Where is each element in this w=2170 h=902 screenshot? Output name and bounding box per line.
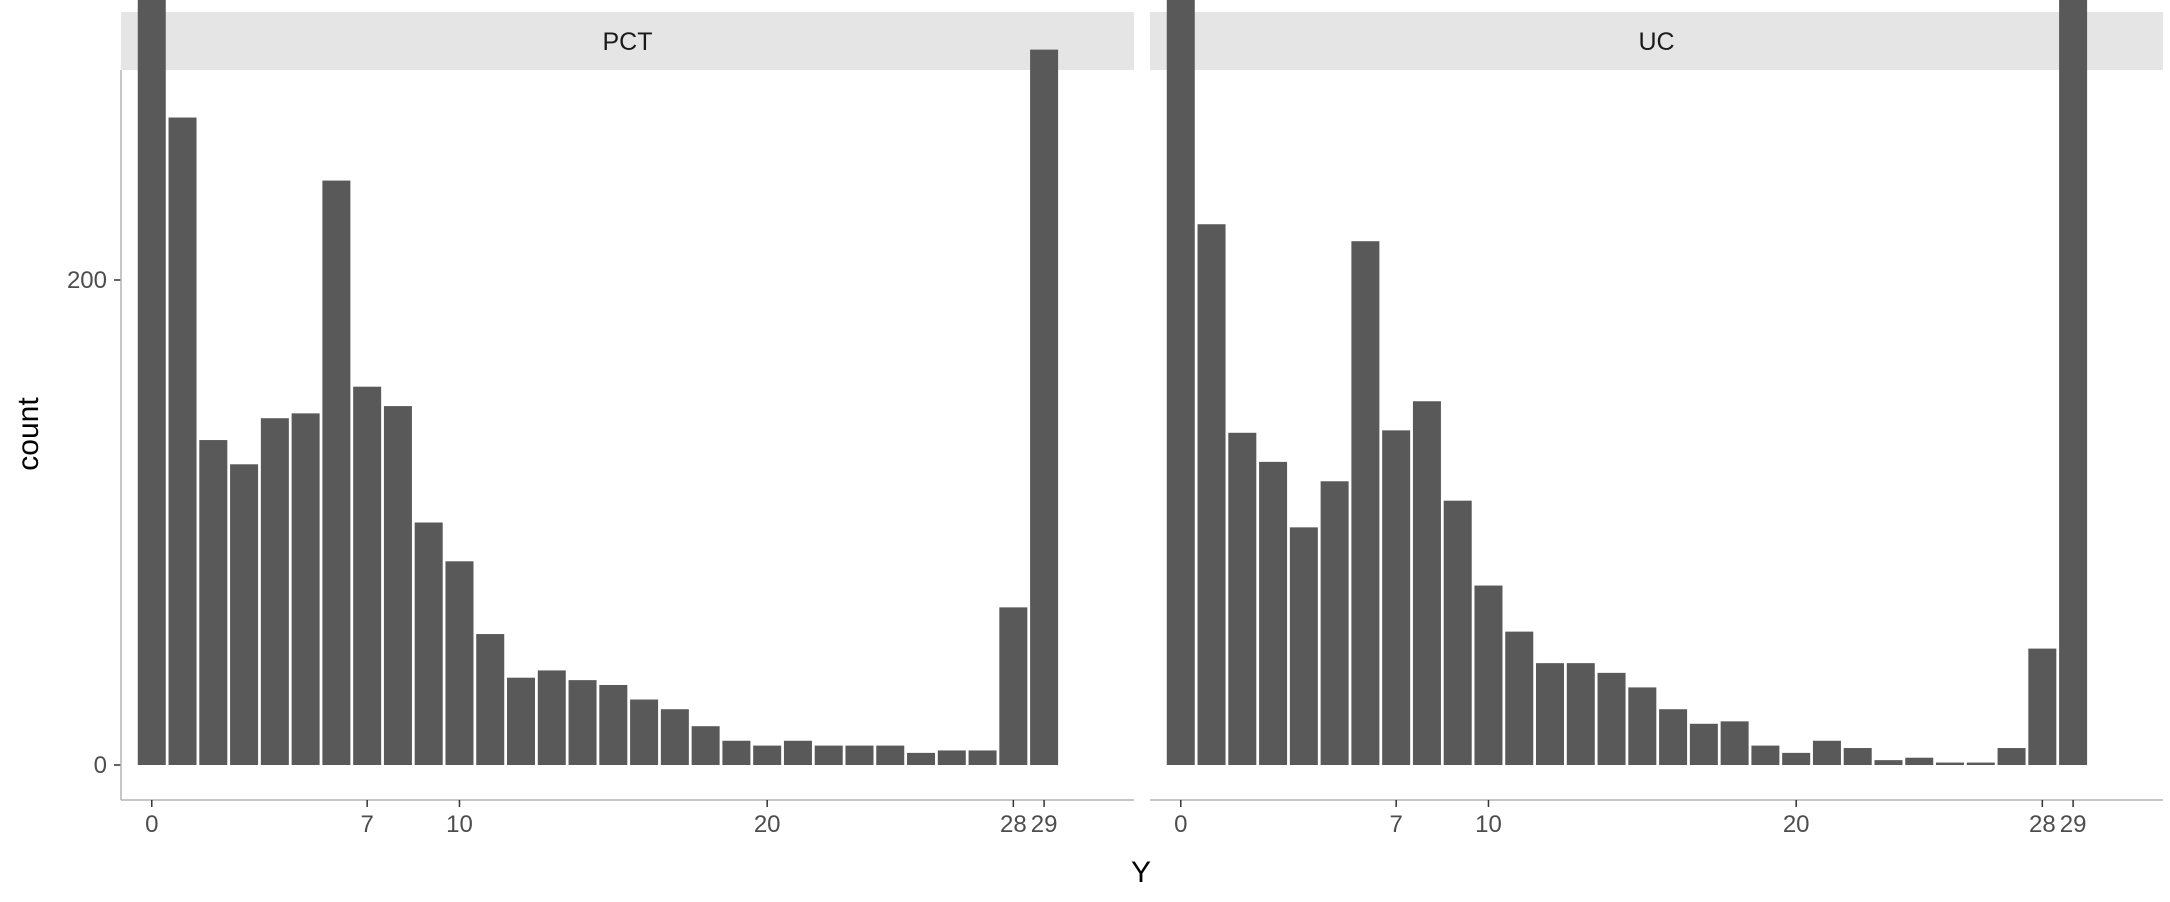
bar xyxy=(753,745,782,765)
bar xyxy=(383,406,412,765)
bar xyxy=(1443,500,1472,765)
bar xyxy=(722,740,751,765)
bar xyxy=(445,561,474,765)
bar xyxy=(414,522,443,765)
bar xyxy=(1936,762,1965,765)
bar xyxy=(1843,748,1872,765)
bar xyxy=(1997,748,2026,765)
bar xyxy=(476,634,505,765)
x-tick-label: 10 xyxy=(446,811,473,838)
bar xyxy=(1812,740,1841,765)
bar xyxy=(1030,49,1059,765)
bar xyxy=(660,709,689,765)
bar xyxy=(1874,760,1903,765)
bar xyxy=(199,440,228,765)
bar xyxy=(691,726,720,765)
y-tick-label: 200 xyxy=(67,267,107,294)
y-axis-title: count xyxy=(12,397,45,471)
bar xyxy=(1289,527,1318,765)
x-tick-label: 0 xyxy=(145,811,158,838)
bar xyxy=(1474,585,1503,765)
bar xyxy=(876,745,905,765)
bar xyxy=(230,464,259,765)
bar xyxy=(1751,745,1780,765)
bar xyxy=(968,750,997,765)
bar xyxy=(1166,0,1195,765)
bar xyxy=(1351,241,1380,765)
bar xyxy=(322,180,351,765)
bar xyxy=(1412,401,1441,765)
x-tick-label: 10 xyxy=(1475,811,1502,838)
bar xyxy=(1659,709,1688,765)
bar xyxy=(168,117,197,765)
x-tick-label: 29 xyxy=(2060,811,2087,838)
bar xyxy=(1197,224,1226,766)
x-tick-label: 28 xyxy=(2029,811,2056,838)
bar xyxy=(537,670,566,765)
bar xyxy=(599,684,628,765)
x-axis-title: Y xyxy=(1131,856,1151,889)
bar xyxy=(1720,721,1749,765)
bar xyxy=(137,0,166,765)
panel-pct: PCT 0 7 10 20 28 29 xyxy=(120,0,1134,838)
bar xyxy=(907,752,936,765)
bar xyxy=(291,413,320,765)
bar xyxy=(1689,723,1718,765)
bar xyxy=(1259,461,1288,765)
bar xyxy=(1782,752,1811,765)
x-tick-label: 28 xyxy=(1000,811,1027,838)
bar xyxy=(783,740,812,765)
bar xyxy=(507,677,536,765)
bar xyxy=(1628,687,1657,765)
bar xyxy=(1320,481,1349,765)
y-tick-label: 0 xyxy=(94,752,107,779)
panel-title: UC xyxy=(1638,28,1674,56)
bar xyxy=(260,418,289,765)
bar xyxy=(353,386,382,765)
bar xyxy=(1382,430,1411,765)
bar xyxy=(568,680,597,765)
panel-title: PCT xyxy=(603,28,653,56)
bar xyxy=(1597,672,1626,765)
bar xyxy=(937,750,966,765)
bar xyxy=(814,745,843,765)
bar xyxy=(999,607,1028,765)
panel-strip xyxy=(121,12,1134,70)
bar xyxy=(2059,0,2088,765)
x-tick-label: 29 xyxy=(1031,811,1058,838)
x-tick-label: 7 xyxy=(1389,811,1402,838)
bar xyxy=(1905,757,1934,765)
bar xyxy=(1536,663,1565,765)
bar xyxy=(1228,432,1257,765)
bar xyxy=(1505,631,1534,765)
x-tick-label: 7 xyxy=(360,811,373,838)
x-tick-label: 20 xyxy=(754,811,781,838)
bar xyxy=(1966,762,1995,765)
bar xyxy=(845,745,874,765)
x-tick-label: 0 xyxy=(1174,811,1187,838)
panel-uc: UC 0 7 10 20 28 29 xyxy=(1150,0,2163,838)
bar xyxy=(2028,648,2057,765)
bar xyxy=(1566,663,1595,765)
panel-strip xyxy=(1150,12,2163,70)
bar xyxy=(630,699,659,765)
x-tick-label: 20 xyxy=(1783,811,1810,838)
